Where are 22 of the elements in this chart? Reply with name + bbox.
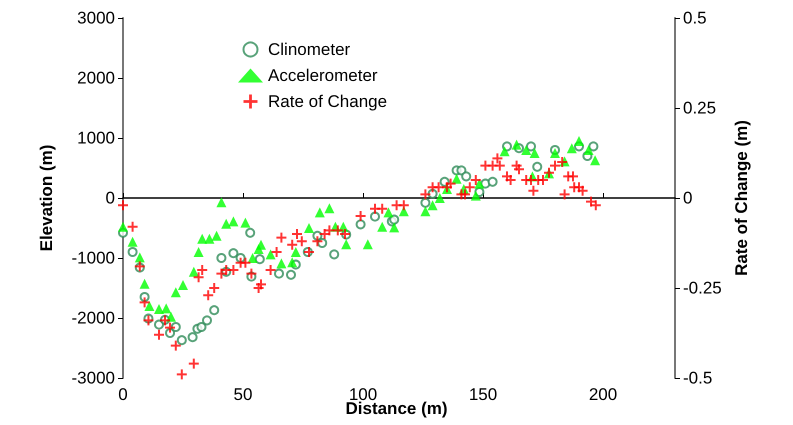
y2-tick-label: 0.25 bbox=[683, 98, 716, 118]
y-tick-label: 2000 bbox=[77, 68, 115, 88]
y-tick-label: 0 bbox=[106, 188, 115, 208]
y2-tick-label: -0.5 bbox=[683, 368, 712, 388]
y2-tick-label: 0.5 bbox=[683, 8, 707, 28]
x-tick-label: 0 bbox=[118, 385, 128, 404]
y-axis-title: Elevation (m) bbox=[37, 144, 56, 252]
legend-label: Rate of Change bbox=[268, 92, 388, 111]
x-tick-label: 50 bbox=[234, 385, 252, 404]
y-tick-label: -1000 bbox=[72, 248, 115, 268]
y-tick-label: -2000 bbox=[72, 308, 115, 328]
y2-tick-label: 0 bbox=[683, 188, 692, 208]
y-tick-label: -3000 bbox=[72, 368, 115, 388]
y-tick-label: 1000 bbox=[77, 128, 115, 148]
legend-label: Clinometer bbox=[268, 40, 351, 59]
legend-label: Accelerometer bbox=[268, 66, 378, 85]
y2-axis-title: Rate of Change (m) bbox=[732, 120, 751, 276]
x-tick-label: 200 bbox=[588, 385, 618, 404]
x-tick-label: 150 bbox=[468, 385, 498, 404]
y-tick-label: 3000 bbox=[77, 8, 115, 28]
x-axis-title: Distance (m) bbox=[345, 399, 448, 418]
y2-tick-label: -0.25 bbox=[683, 278, 722, 298]
